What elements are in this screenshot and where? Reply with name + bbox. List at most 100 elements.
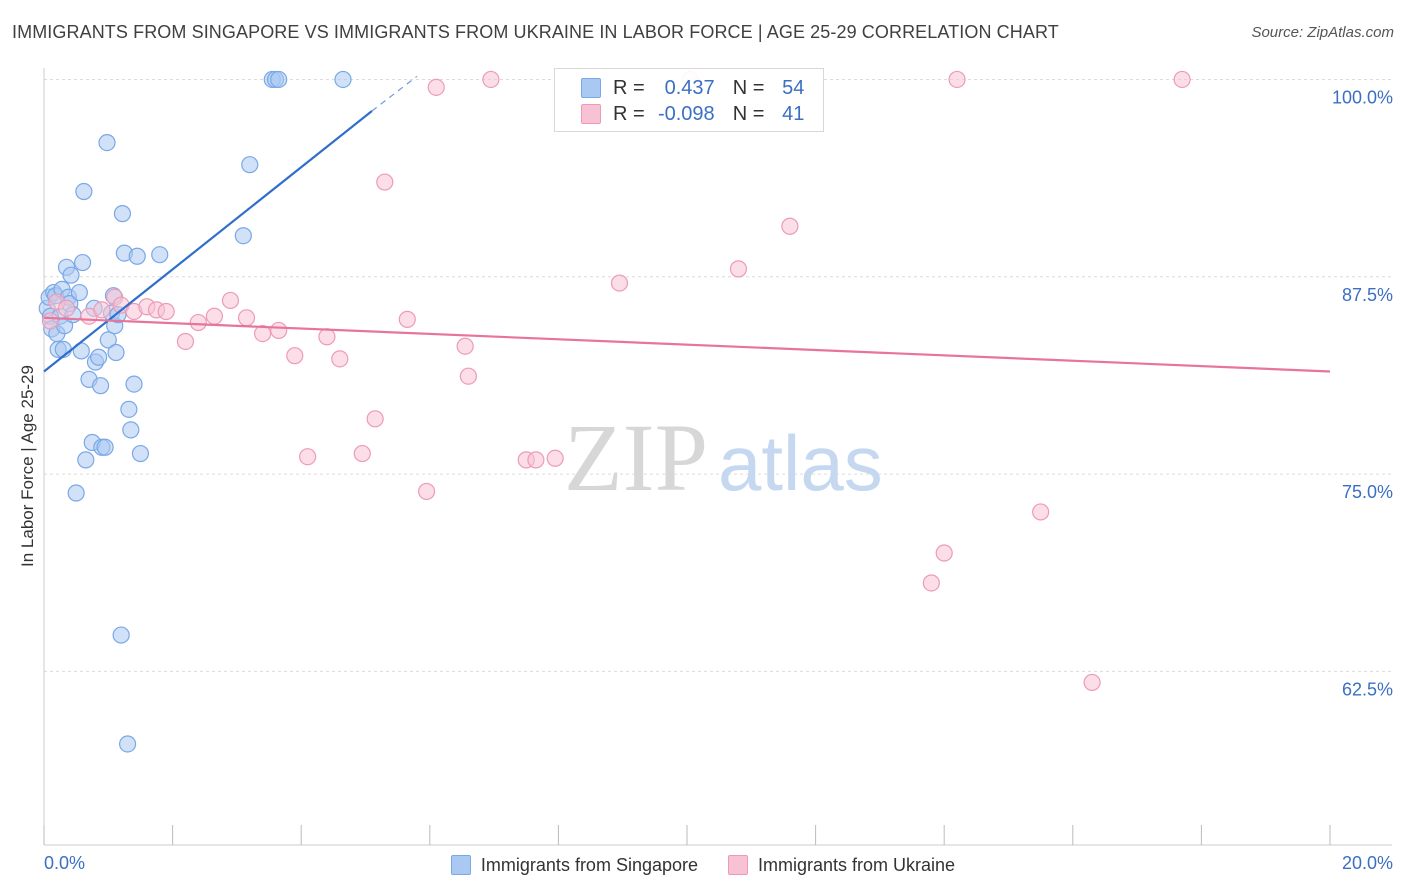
y-tick-label: 62.5% — [1342, 679, 1393, 699]
point-singapore — [131, 444, 150, 463]
point-singapore — [125, 375, 143, 393]
legend-label-ukraine: Immigrants from Ukraine — [758, 854, 956, 875]
point-singapore — [120, 400, 138, 418]
trend-line-singapore-extension — [371, 75, 418, 112]
point-singapore — [96, 438, 114, 456]
point-ukraine — [610, 274, 629, 292]
point-ukraine — [270, 321, 288, 340]
point-ukraine — [299, 448, 317, 466]
point-ukraine — [729, 260, 748, 278]
point-ukraine — [456, 337, 474, 355]
trend-lines — [43, 75, 1331, 373]
point-singapore — [91, 377, 110, 395]
point-ukraine — [286, 347, 304, 365]
point-ukraine — [157, 302, 175, 321]
legend-swatch-singapore — [450, 855, 471, 875]
point-singapore — [90, 348, 108, 366]
point-ukraine — [176, 332, 195, 351]
legend-item-ukraine[interactable]: Immigrants from Ukraine — [728, 855, 955, 876]
point-ukraine — [935, 544, 953, 562]
legend-swatch-ukraine — [728, 855, 749, 875]
point-ukraine — [41, 312, 60, 330]
point-ukraine — [948, 70, 966, 89]
tick-labels: 100.0% 87.5% 75.0% 62.5% 0.0% 20.0% — [44, 87, 1393, 873]
point-ukraine — [459, 367, 477, 385]
point-ukraine — [221, 291, 240, 310]
point-singapore — [112, 626, 130, 644]
x-tick-label: 20.0% — [1342, 853, 1393, 873]
point-singapore — [67, 484, 85, 502]
point-singapore — [270, 70, 288, 89]
data-points — [38, 70, 1191, 753]
point-ukraine — [353, 444, 371, 463]
x-tick-label: 0.0% — [44, 853, 85, 873]
point-ukraine — [1083, 673, 1101, 692]
y-tick-label: 87.5% — [1342, 285, 1393, 305]
point-ukraine — [1173, 70, 1191, 89]
point-ukraine — [318, 328, 336, 346]
source-label: Source: ZipAtlas.com — [1251, 24, 1394, 41]
r-value-ukraine: -0.098 — [657, 102, 715, 125]
point-ukraine — [546, 449, 564, 467]
n-label: N = — [732, 102, 765, 125]
y-tick-label: 100.0% — [1332, 87, 1393, 107]
r-label: R = — [613, 102, 645, 125]
point-ukraine — [189, 313, 207, 332]
point-ukraine — [366, 410, 384, 428]
point-ukraine — [254, 324, 272, 343]
point-ukraine — [527, 451, 545, 469]
trend-line-singapore — [43, 110, 373, 373]
stats-legend: R = 0.437 N = 54 R = -0.098 N = 41 — [554, 68, 824, 132]
y-axis-label: In Labor Force | Age 25-29 — [18, 365, 37, 567]
y-tick-label: 75.0% — [1342, 482, 1393, 502]
point-singapore — [75, 182, 93, 201]
r-value-singapore: 0.437 — [664, 76, 715, 99]
point-singapore — [122, 421, 140, 439]
watermark-zip: ZIP — [564, 404, 708, 511]
watermark: ZIP atlas — [564, 404, 883, 511]
axes — [43, 68, 1392, 846]
point-singapore — [118, 735, 137, 753]
n-value-singapore: 54 — [782, 76, 805, 99]
point-ukraine — [1032, 503, 1050, 521]
stats-row-ukraine: R = -0.098 N = 41 — [581, 102, 804, 126]
watermark-atlas: atlas — [718, 419, 883, 507]
chart-title: IMMIGRANTS FROM SINGAPORE VS IMMIGRANTS … — [12, 22, 1059, 42]
legend-swatch-ukraine — [581, 104, 601, 124]
point-ukraine — [482, 70, 500, 89]
point-singapore — [234, 227, 252, 245]
point-singapore — [98, 133, 116, 152]
point-singapore — [113, 205, 132, 223]
point-ukraine — [427, 78, 445, 96]
n-label: N = — [732, 76, 765, 99]
legend-label-singapore: Immigrants from Singapore — [480, 854, 699, 875]
point-singapore — [334, 70, 352, 89]
point-singapore — [241, 156, 259, 174]
point-singapore — [70, 283, 88, 302]
point-ukraine — [93, 301, 111, 319]
point-singapore — [128, 247, 146, 265]
point-singapore — [73, 253, 92, 272]
point-ukraine — [237, 309, 256, 327]
point-ukraine — [331, 350, 349, 368]
stats-row-singapore: R = 0.437 N = 54 — [581, 76, 804, 100]
point-ukraine — [417, 482, 436, 501]
n-value-ukraine: 41 — [782, 102, 805, 125]
point-singapore — [107, 343, 125, 362]
point-singapore — [62, 266, 80, 284]
point-singapore — [77, 451, 95, 469]
legend-swatch-singapore — [581, 78, 601, 98]
point-ukraine — [922, 574, 940, 592]
point-ukraine — [398, 310, 416, 328]
r-label: R = — [613, 76, 645, 99]
legend-item-singapore[interactable]: Immigrants from Singapore — [450, 854, 699, 876]
point-ukraine — [57, 299, 76, 317]
point-singapore — [99, 331, 117, 349]
trend-line-ukraine — [43, 316, 1331, 373]
series-legend: Immigrants from Singapore Immigrants fro… — [0, 852, 1406, 878]
point-ukraine — [376, 173, 394, 191]
point-ukraine — [205, 307, 223, 325]
point-singapore — [151, 246, 169, 264]
point-ukraine — [781, 217, 799, 235]
